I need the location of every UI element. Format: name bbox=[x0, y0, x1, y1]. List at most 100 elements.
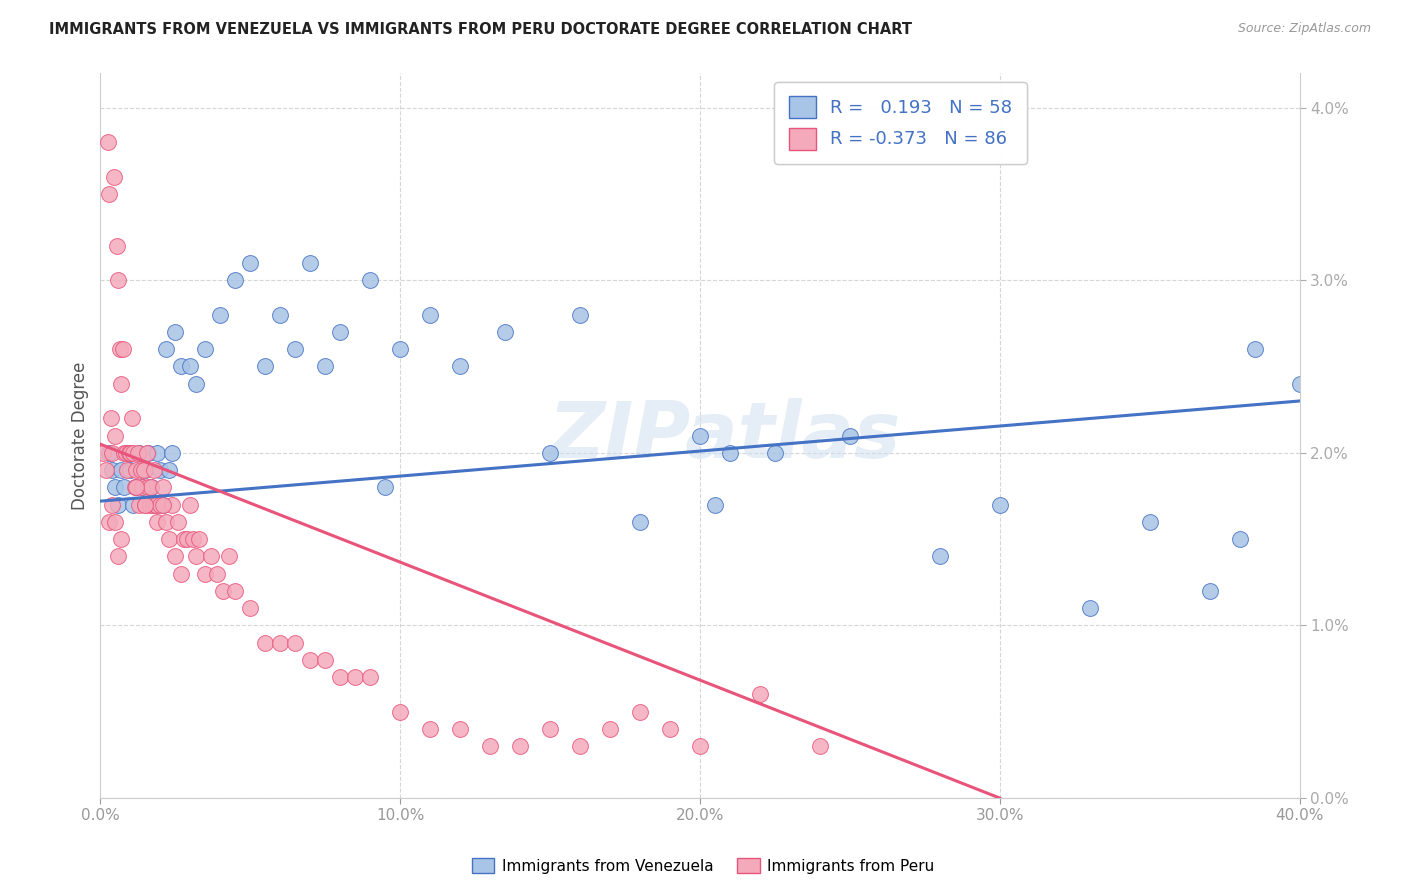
Point bbox=[284, 342, 307, 356]
Point bbox=[112, 446, 135, 460]
Point bbox=[122, 446, 145, 460]
Point bbox=[763, 446, 786, 460]
Point bbox=[170, 359, 193, 374]
Point bbox=[239, 601, 262, 615]
Point bbox=[120, 463, 142, 477]
Point bbox=[599, 722, 621, 736]
Point bbox=[374, 480, 396, 494]
Point bbox=[1229, 532, 1251, 546]
Point bbox=[134, 463, 156, 477]
Point bbox=[224, 583, 246, 598]
Point bbox=[104, 480, 127, 494]
Point bbox=[689, 739, 711, 754]
Point bbox=[628, 515, 651, 529]
Point bbox=[131, 480, 153, 494]
Point bbox=[314, 653, 336, 667]
Point bbox=[136, 480, 159, 494]
Point bbox=[494, 325, 516, 339]
Point bbox=[538, 722, 561, 736]
Legend: Immigrants from Venezuela, Immigrants from Peru: Immigrants from Venezuela, Immigrants fr… bbox=[465, 852, 941, 880]
Point bbox=[299, 256, 322, 270]
Point bbox=[186, 376, 208, 391]
Point bbox=[132, 463, 155, 477]
Point bbox=[176, 532, 198, 546]
Point bbox=[152, 498, 174, 512]
Point bbox=[125, 463, 148, 477]
Point bbox=[194, 342, 217, 356]
Point bbox=[329, 670, 352, 684]
Point bbox=[808, 739, 831, 754]
Point bbox=[200, 549, 222, 564]
Point bbox=[122, 498, 145, 512]
Point bbox=[105, 238, 128, 252]
Point bbox=[128, 446, 150, 460]
Point bbox=[212, 583, 235, 598]
Point bbox=[479, 739, 502, 754]
Point bbox=[188, 532, 211, 546]
Point bbox=[98, 446, 121, 460]
Point bbox=[112, 480, 135, 494]
Point bbox=[1139, 515, 1161, 529]
Point bbox=[110, 532, 132, 546]
Point bbox=[146, 515, 169, 529]
Point bbox=[101, 498, 124, 512]
Point bbox=[96, 463, 118, 477]
Point bbox=[149, 498, 172, 512]
Point bbox=[419, 722, 441, 736]
Point bbox=[149, 463, 172, 477]
Point bbox=[1078, 601, 1101, 615]
Point bbox=[117, 463, 139, 477]
Point bbox=[1243, 342, 1265, 356]
Point bbox=[209, 308, 232, 322]
Point bbox=[157, 463, 180, 477]
Point bbox=[103, 169, 125, 184]
Point bbox=[194, 566, 217, 581]
Point bbox=[141, 480, 163, 494]
Point bbox=[134, 498, 156, 512]
Point bbox=[135, 446, 157, 460]
Point bbox=[104, 428, 127, 442]
Point bbox=[143, 463, 166, 477]
Point bbox=[509, 739, 531, 754]
Point bbox=[127, 446, 149, 460]
Point bbox=[329, 325, 352, 339]
Point bbox=[449, 722, 471, 736]
Point bbox=[120, 446, 142, 460]
Point bbox=[124, 480, 146, 494]
Point bbox=[165, 549, 187, 564]
Point bbox=[748, 688, 770, 702]
Point bbox=[628, 705, 651, 719]
Point bbox=[117, 446, 139, 460]
Point bbox=[162, 446, 184, 460]
Point bbox=[97, 135, 120, 149]
Point bbox=[186, 549, 208, 564]
Point bbox=[838, 428, 860, 442]
Point bbox=[157, 532, 180, 546]
Point bbox=[389, 705, 412, 719]
Point bbox=[170, 566, 193, 581]
Point bbox=[107, 498, 129, 512]
Point bbox=[131, 480, 153, 494]
Point bbox=[98, 515, 121, 529]
Point bbox=[142, 498, 165, 512]
Point bbox=[100, 411, 122, 425]
Point bbox=[152, 480, 174, 494]
Point bbox=[538, 446, 561, 460]
Point bbox=[165, 325, 187, 339]
Point bbox=[389, 342, 412, 356]
Point bbox=[125, 480, 148, 494]
Point bbox=[659, 722, 682, 736]
Point bbox=[359, 670, 381, 684]
Point bbox=[101, 463, 124, 477]
Point bbox=[269, 308, 291, 322]
Point bbox=[703, 498, 725, 512]
Point bbox=[718, 446, 741, 460]
Point bbox=[359, 273, 381, 287]
Point bbox=[299, 653, 322, 667]
Legend: R =   0.193   N = 58, R = -0.373   N = 86: R = 0.193 N = 58, R = -0.373 N = 86 bbox=[775, 82, 1026, 164]
Point bbox=[134, 498, 156, 512]
Point bbox=[239, 256, 262, 270]
Point bbox=[449, 359, 471, 374]
Point bbox=[107, 273, 129, 287]
Point bbox=[284, 636, 307, 650]
